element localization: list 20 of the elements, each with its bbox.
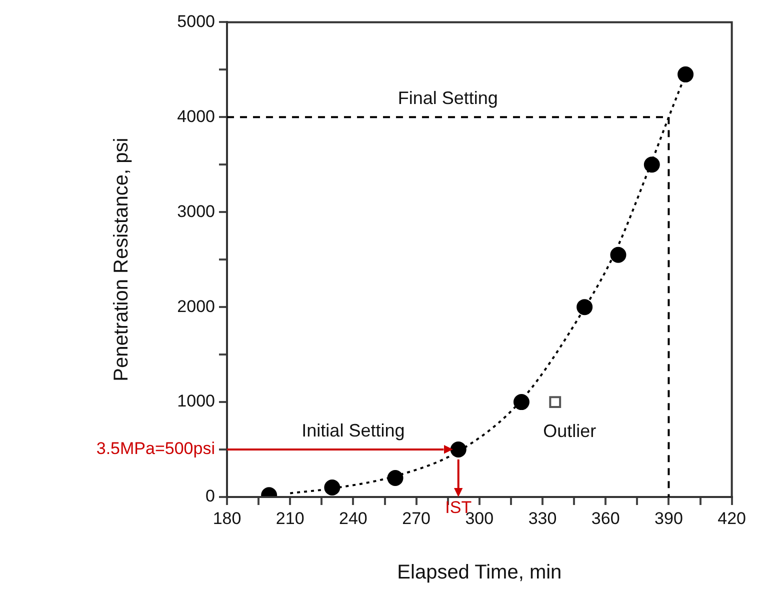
- annotation: Initial Setting: [302, 420, 405, 440]
- y-tick-label: 3000: [177, 202, 215, 221]
- x-tick-label: 390: [654, 508, 683, 528]
- x-tick-label: 330: [528, 508, 557, 528]
- x-tick-label: 270: [402, 508, 430, 528]
- y-tick-label: 5000: [177, 12, 215, 31]
- y-axis-title: Penetration Resistance, psi: [110, 138, 133, 382]
- x-tick-label: 420: [718, 508, 746, 528]
- x-tick-label: 240: [339, 508, 368, 528]
- x-tick-label: 180: [212, 508, 242, 528]
- x-tick-label: 210: [276, 508, 304, 528]
- y-tick-label: 4000: [177, 106, 215, 126]
- y-tick-label: 0: [206, 486, 215, 506]
- ref-line-label: 3.5MPa=500psi: [96, 439, 215, 458]
- y-tick-label: 2000: [177, 296, 215, 316]
- annotation: Final Setting: [398, 88, 498, 108]
- y-tick-label: 1000: [177, 392, 215, 411]
- x-axis-title: Elapsed Time, min: [397, 562, 562, 584]
- x-tick-label: 360: [591, 508, 620, 528]
- series-label: Outlier: [543, 421, 596, 442]
